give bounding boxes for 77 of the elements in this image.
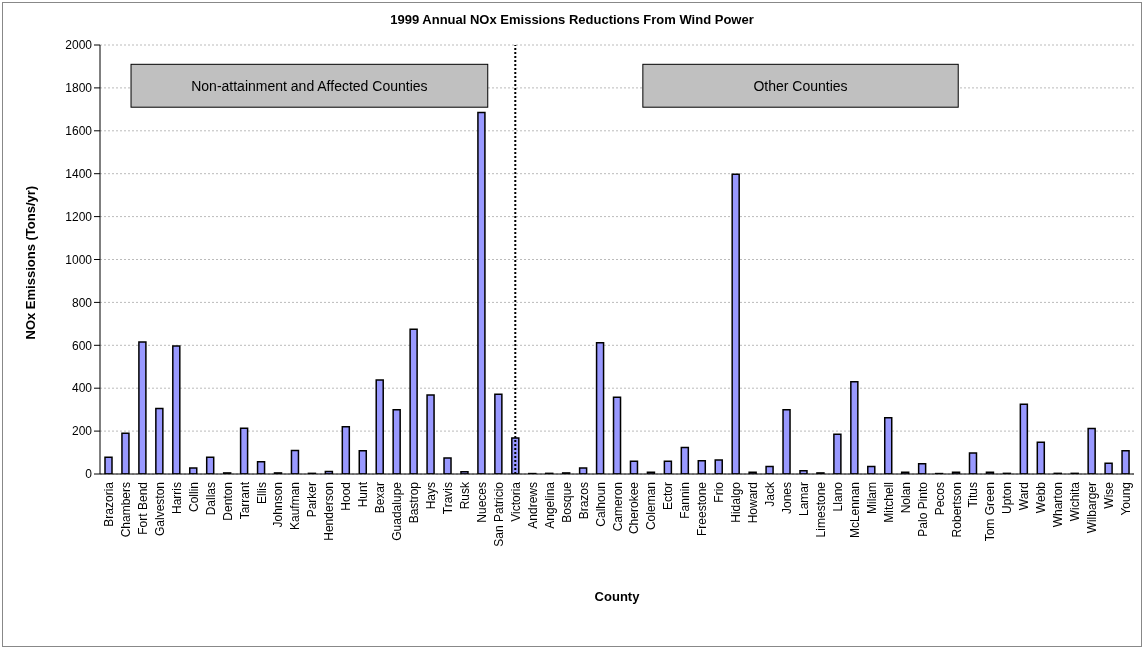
x-tick-label: Mitchell <box>881 482 896 523</box>
x-tick-label: Wilbarger <box>1085 482 1100 534</box>
x-tick-label: Pecos <box>932 482 947 516</box>
x-tick-label: Chambers <box>118 482 133 538</box>
x-tick-label: Guadalupe <box>390 481 405 541</box>
x-tick-label: Victoria <box>508 481 523 522</box>
x-tick-label: Titus <box>966 482 981 508</box>
y-tick-label: 2000 <box>65 38 93 53</box>
y-tick-label: 800 <box>71 295 93 310</box>
x-tick-label: Bastrop <box>407 481 422 524</box>
x-tick-label: Bosque <box>559 481 574 523</box>
x-tick-label: Parker <box>305 482 320 518</box>
y-tick-label: 1800 <box>65 81 93 96</box>
x-tick-label: Palo Pinto <box>915 481 930 537</box>
x-tick-label: Travis <box>441 482 456 515</box>
x-tick-label: Galveston <box>152 482 167 537</box>
x-tick-label: Johnson <box>271 482 286 528</box>
x-tick-label: Hidalgo <box>729 481 744 523</box>
x-tick-label: Nolan <box>898 482 913 514</box>
x-tick-label: Hays <box>424 482 439 510</box>
x-tick-label: Andrews <box>525 482 540 529</box>
x-tick-label: Jack <box>763 481 778 507</box>
x-tick-label: Nueces <box>474 482 489 523</box>
x-tick-label: Rusk <box>457 481 472 510</box>
annotation: Non-attainment and Affected Counties <box>191 77 428 94</box>
x-tick-label: Lamar <box>796 482 811 517</box>
x-tick-label: Harris <box>169 482 184 514</box>
x-tick-label: Wise <box>1102 481 1117 509</box>
x-tick-label: Ward <box>1017 482 1032 511</box>
x-tick-label: Hood <box>339 482 354 511</box>
x-tick-label: Ector <box>661 482 676 511</box>
x-tick-label: San Patricio <box>491 481 506 547</box>
x-axis-title: County <box>594 589 641 604</box>
x-tick-label: Howard <box>746 482 761 524</box>
x-tick-label: Brazoria <box>102 481 116 527</box>
annotation: Other Counties <box>753 77 848 94</box>
x-tick-label: Calhoun <box>593 482 608 527</box>
x-tick-label: Kaufman <box>288 482 303 531</box>
x-tick-label: Frio <box>712 481 727 503</box>
y-tick-label: 600 <box>71 338 93 353</box>
x-tick-label: Freestone <box>695 481 710 537</box>
x-tick-label: Denton <box>220 482 235 521</box>
x-tick-label: Cherokee <box>627 481 642 535</box>
x-tick-label: Coleman <box>644 482 659 531</box>
x-tick-label: Tom Green <box>983 482 998 542</box>
x-tick-label: Tarrant <box>237 481 252 520</box>
chart-title: 1999 Annual NOx Emissions Reductions From Wind Power <box>389 12 755 27</box>
x-tick-label: Cameron <box>610 482 625 532</box>
x-tick-label: Robertson <box>949 482 964 538</box>
y-axis-title: NOx Emissions (Tons/yr) <box>22 185 38 340</box>
x-tick-label: Fort Bend <box>135 482 150 535</box>
x-tick-label: McLennan <box>847 482 862 539</box>
x-tick-label: Dallas <box>203 482 218 516</box>
x-tick-label: Wichita <box>1068 481 1083 522</box>
x-tick-label: Llano <box>830 481 845 512</box>
x-tick-label: Bexar <box>373 482 388 514</box>
y-tick-label: 1000 <box>65 252 93 267</box>
x-tick-label: Angelina <box>542 481 557 529</box>
x-tick-label: Webb <box>1034 481 1049 514</box>
y-tick-label: 400 <box>71 381 93 396</box>
x-tick-label: Limestone <box>813 481 828 538</box>
x-tick-label: Wharton <box>1051 482 1066 528</box>
x-tick-label: Henderson <box>322 482 337 541</box>
x-tick-label: Collin <box>186 482 201 513</box>
y-tick-label: 200 <box>71 424 93 439</box>
x-tick-label: Fannin <box>678 482 693 519</box>
x-tick-label: Upton <box>1000 482 1015 515</box>
x-tick-label: Brazos <box>576 482 591 520</box>
x-tick-label: Ellis <box>254 482 269 505</box>
x-tick-label: Jones <box>780 482 795 515</box>
y-tick-label: 1200 <box>65 209 93 224</box>
x-tick-label: Young <box>1119 482 1134 516</box>
x-tick-label: Hunt <box>356 481 371 508</box>
y-tick-label: 1400 <box>65 166 93 181</box>
x-tick-label: Milam <box>864 482 879 514</box>
y-tick-label: 0 <box>85 467 93 482</box>
y-tick-label: 1600 <box>65 124 93 139</box>
